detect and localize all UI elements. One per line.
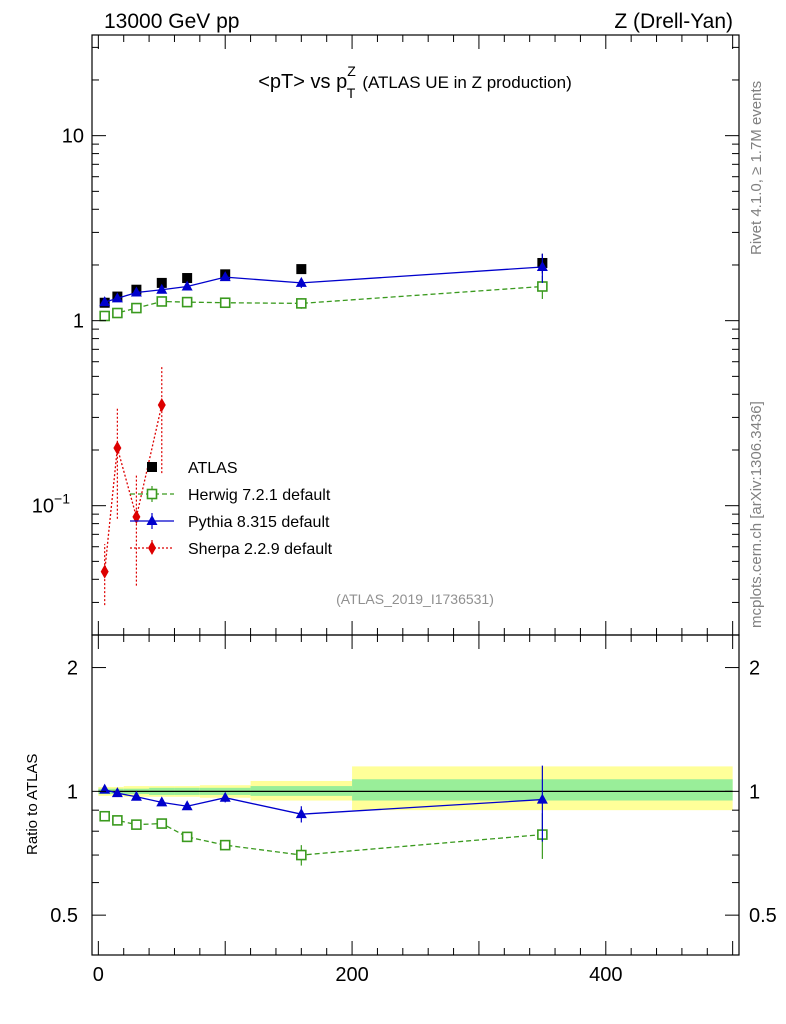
title-superscript: Z	[347, 63, 356, 79]
header-left-label: 13000 GeV pp	[104, 10, 239, 33]
legend-pythia-marker	[146, 515, 158, 525]
ratio-pythia-point	[156, 796, 168, 807]
ratio-pythia-point	[219, 791, 231, 802]
main-pythia-point	[156, 283, 168, 294]
ratio-x-tick-label: 0	[93, 964, 104, 986]
title-main: <pT> vs p	[258, 71, 347, 93]
main-atlas-point	[296, 264, 307, 275]
main-y-tick-label: 1	[73, 311, 84, 333]
mcplots-label: mcplots.cern.ch [arXiv:1306.3436]	[748, 401, 765, 628]
ratio-data-marks	[98, 765, 733, 866]
legend-herwig-label: Herwig 7.2.1 default	[188, 487, 331, 504]
ratio-herwig-point	[112, 815, 123, 826]
main-herwig-point	[131, 302, 142, 314]
ratio-frame	[91, 634, 740, 956]
legend-herwig-marker	[146, 488, 158, 500]
header-right-label: Z (Drell-Yan)	[614, 10, 733, 33]
rivet-label: Rivet 4.1.0, ≥ 1.7M events	[748, 81, 765, 255]
main-pythia-point	[99, 296, 111, 307]
legend-atlas-label: ATLAS	[188, 460, 238, 477]
ratio-axis-ticks: 2 2 1 1 0.5 0.5 0 200 400	[50, 635, 777, 986]
main-data-marks	[99, 253, 548, 606]
main-herwig-point	[99, 310, 110, 322]
main-y-tick-label: 10−1	[32, 491, 70, 518]
main-herwig-line	[104, 285, 543, 317]
ratio-y-tick-label-left: 0.5	[50, 905, 78, 927]
ratio-pythia-point	[295, 808, 307, 819]
main-herwig-point	[112, 307, 123, 319]
legend-sherpa-marker	[148, 541, 156, 555]
main-pythia-point	[111, 292, 123, 303]
ratio-y-tick-label-right: 1	[749, 781, 760, 803]
ratio-herwig-point	[156, 818, 168, 829]
ratio-pythia-point	[130, 790, 142, 801]
main-pythia-point	[181, 280, 193, 291]
main-pythia-point	[536, 261, 548, 272]
ratio-herwig-point	[131, 819, 142, 830]
ratio-y-axis-label: Ratio to ATLAS	[24, 754, 41, 855]
ratio-herwig-point	[219, 839, 231, 851]
ratio-pythia-point	[181, 800, 193, 811]
main-herwig-point	[219, 297, 231, 309]
ratio-pythia-point	[111, 787, 123, 798]
ratio-pythia-point	[536, 793, 548, 804]
analysis-id-label: (ATLAS_2019_I1736531)	[336, 591, 494, 607]
ratio-y-tick-label-left: 1	[67, 781, 78, 803]
ratio-herwig-point	[99, 810, 110, 822]
legend-atlas-marker	[147, 462, 157, 472]
title-rest: (ATLAS UE in Z production)	[362, 73, 571, 92]
main-pythia-point	[219, 271, 231, 282]
main-herwig-point	[156, 296, 168, 307]
plot-title: <pT> vs pZ T (ATLAS UE in Z production)	[258, 63, 572, 101]
main-pythia-point	[295, 276, 307, 287]
main-herwig-point	[296, 298, 307, 309]
ratio-x-tick-label: 400	[589, 964, 622, 986]
main-atlas-point	[156, 277, 167, 288]
main-atlas-point	[182, 273, 193, 284]
ratio-panel: 2 2 1 1 0.5 0.5 0 200 400 Ratio to ATLAS	[24, 634, 777, 986]
main-herwig-point	[181, 296, 193, 308]
ratio-x-tick-label: 200	[335, 964, 368, 986]
main-herwig-point	[537, 281, 548, 292]
ratio-y-tick-label-right: 0.5	[749, 905, 777, 927]
ratio-herwig-point	[181, 831, 193, 843]
main-y-tick-label-exp: −1	[54, 491, 70, 507]
title-subscript: T	[347, 85, 356, 101]
main-y-tick-label-base: 10	[32, 496, 54, 518]
main-sherpa-point	[157, 398, 166, 413]
main-pythia-point	[130, 286, 142, 297]
main-pythia-line	[104, 266, 543, 303]
main-y-tick-label: 10	[62, 126, 84, 148]
main-sherpa-line	[104, 404, 163, 572]
main-sherpa-point	[132, 509, 141, 524]
legend-sherpa-label: Sherpa 2.2.9 default	[188, 541, 333, 558]
main-sherpa-point	[113, 441, 122, 456]
ratio-herwig-point	[296, 849, 307, 861]
ratio-y-tick-label-right: 2	[749, 658, 760, 680]
ratio-herwig-line	[104, 815, 543, 856]
legend-pythia-label: Pythia 8.315 default	[188, 514, 330, 531]
ratio-y-tick-label-left: 2	[67, 658, 78, 680]
legend: ATLAS Herwig 7.2.1 default Pythia 8.315 de…	[130, 460, 333, 558]
main-sherpa-point	[100, 564, 109, 579]
